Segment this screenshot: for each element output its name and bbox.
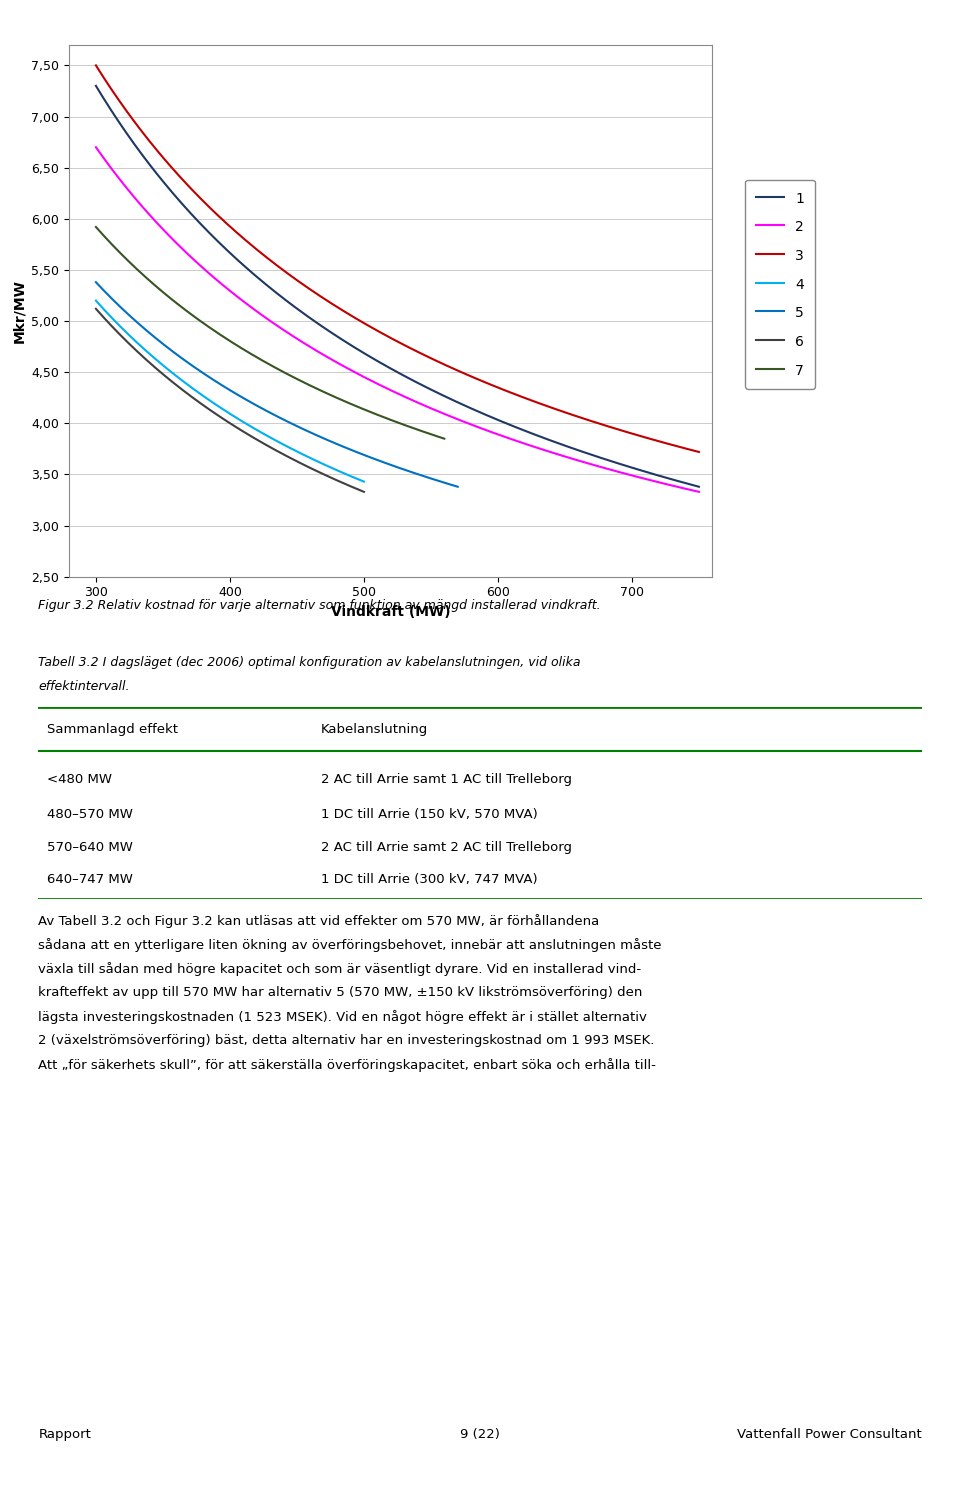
2 [90, 138, 102, 156]
Text: 2 AC till Arrie samt 1 AC till Trelleborg: 2 AC till Arrie samt 1 AC till Trellebor… [321, 773, 572, 786]
Text: Rapport: Rapport [38, 1428, 91, 1441]
1 [525, 424, 537, 442]
Text: Kabelanslutning: Kabelanslutning [321, 722, 428, 736]
6 [123, 334, 134, 352]
5 [208, 372, 220, 389]
Line: 6: 6 [96, 309, 364, 491]
4 [90, 292, 102, 310]
4 [358, 473, 370, 491]
Text: Att „för säkerhets skull”, för att säkerställa överföringskapacitet, enbart söka: Att „för säkerhets skull”, för att säker… [38, 1058, 657, 1071]
5 [318, 430, 329, 448]
6 [285, 449, 297, 467]
Text: 2 (växelströmsöverföring) bäst, detta alternativ har en investeringskostnad om 1: 2 (växelströmsöverföring) bäst, detta al… [38, 1034, 655, 1047]
7 [132, 261, 144, 279]
4 [196, 386, 207, 404]
Text: 9 (22): 9 (22) [460, 1428, 500, 1441]
5 [90, 273, 102, 291]
7 [309, 379, 321, 397]
Text: <480 MW: <480 MW [47, 773, 112, 786]
Text: effektintervall.: effektintervall. [38, 680, 130, 694]
Text: Vattenfall Power Consultant: Vattenfall Power Consultant [737, 1428, 922, 1441]
3 [528, 392, 540, 410]
2 [693, 482, 705, 500]
2 [287, 327, 299, 345]
4 [178, 373, 189, 391]
Text: Tabell 3.2 I dagsläget (dec 2006) optimal konfiguration av kabelanslutningen, vi: Tabell 3.2 I dagsläget (dec 2006) optima… [38, 656, 581, 670]
6 [259, 434, 271, 452]
Line: 3: 3 [96, 66, 699, 452]
3 [90, 57, 102, 75]
Text: Sammanlagd effekt: Sammanlagd effekt [47, 722, 179, 736]
2 [469, 416, 481, 434]
3 [162, 154, 174, 172]
5 [351, 443, 363, 461]
Legend: 1, 2, 3, 4, 5, 6, 7: 1, 2, 3, 4, 5, 6, 7 [745, 180, 815, 389]
4 [259, 425, 271, 443]
Text: lägsta investeringskostnaden (1 523 MSEK). Vid en något högre effekt är i ställe: lägsta investeringskostnaden (1 523 MSEK… [38, 1010, 647, 1023]
Text: Av Tabell 3.2 och Figur 3.2 kan utläsas att vid effekter om 570 MW, är förhållan: Av Tabell 3.2 och Figur 3.2 kan utläsas … [38, 914, 600, 927]
X-axis label: Vindkraft (MW): Vindkraft (MW) [331, 605, 450, 619]
2 [329, 352, 341, 370]
1 [287, 297, 299, 315]
1 [162, 178, 174, 196]
2 [525, 437, 537, 455]
Line: 2: 2 [96, 147, 699, 491]
Line: 1: 1 [96, 85, 699, 487]
Line: 4: 4 [96, 301, 364, 482]
7 [342, 394, 353, 412]
Line: 7: 7 [96, 228, 444, 439]
1 [469, 401, 481, 419]
4 [285, 439, 297, 457]
Text: 2 AC till Arrie samt 2 AC till Trelleborg: 2 AC till Arrie samt 2 AC till Trellebor… [321, 840, 572, 854]
Text: Figur 3.2 Relativ kostnad för varje alternativ som funktion av mängd installerad: Figur 3.2 Relativ kostnad för varje alte… [38, 599, 601, 613]
3 [693, 443, 705, 461]
6 [283, 448, 295, 466]
3 [329, 297, 341, 315]
Text: sådana att en ytterligare liten ökning av överföringsbehovet, innebär att anslut: sådana att en ytterligare liten ökning a… [38, 938, 661, 951]
1 [90, 76, 102, 94]
Text: 1 DC till Arrie (300 kV, 747 MVA): 1 DC till Arrie (300 kV, 747 MVA) [321, 873, 538, 887]
6 [178, 382, 189, 400]
5 [452, 478, 464, 496]
3 [287, 268, 299, 286]
6 [90, 300, 102, 318]
Text: 1 DC till Arrie (150 kV, 570 MVA): 1 DC till Arrie (150 kV, 570 MVA) [321, 807, 538, 821]
7 [344, 394, 355, 412]
4 [283, 439, 295, 457]
2 [528, 437, 540, 455]
5 [353, 443, 365, 461]
Text: 570–640 MW: 570–640 MW [47, 840, 133, 854]
7 [90, 219, 102, 237]
Text: krafteffekt av upp till 570 MW har alternativ 5 (570 MW, ±150 kV likströmsöverfö: krafteffekt av upp till 570 MW har alter… [38, 986, 643, 999]
2 [162, 226, 174, 244]
Text: 640–747 MW: 640–747 MW [47, 873, 133, 887]
7 [204, 319, 215, 337]
5 [233, 386, 245, 404]
1 [329, 327, 341, 345]
Line: 5: 5 [96, 282, 458, 487]
5 [133, 316, 145, 334]
1 [528, 425, 540, 443]
Text: 480–570 MW: 480–570 MW [47, 807, 133, 821]
7 [228, 334, 240, 352]
6 [358, 482, 370, 500]
6 [196, 395, 207, 413]
Y-axis label: Mkr/MW: Mkr/MW [12, 279, 26, 343]
3 [525, 391, 537, 409]
4 [123, 325, 134, 343]
1 [693, 478, 705, 496]
Text: växla till sådan med högre kapacitet och som är väsentligt dyrare. Vid en instal: växla till sådan med högre kapacitet och… [38, 962, 641, 975]
3 [469, 369, 481, 386]
7 [439, 430, 450, 448]
